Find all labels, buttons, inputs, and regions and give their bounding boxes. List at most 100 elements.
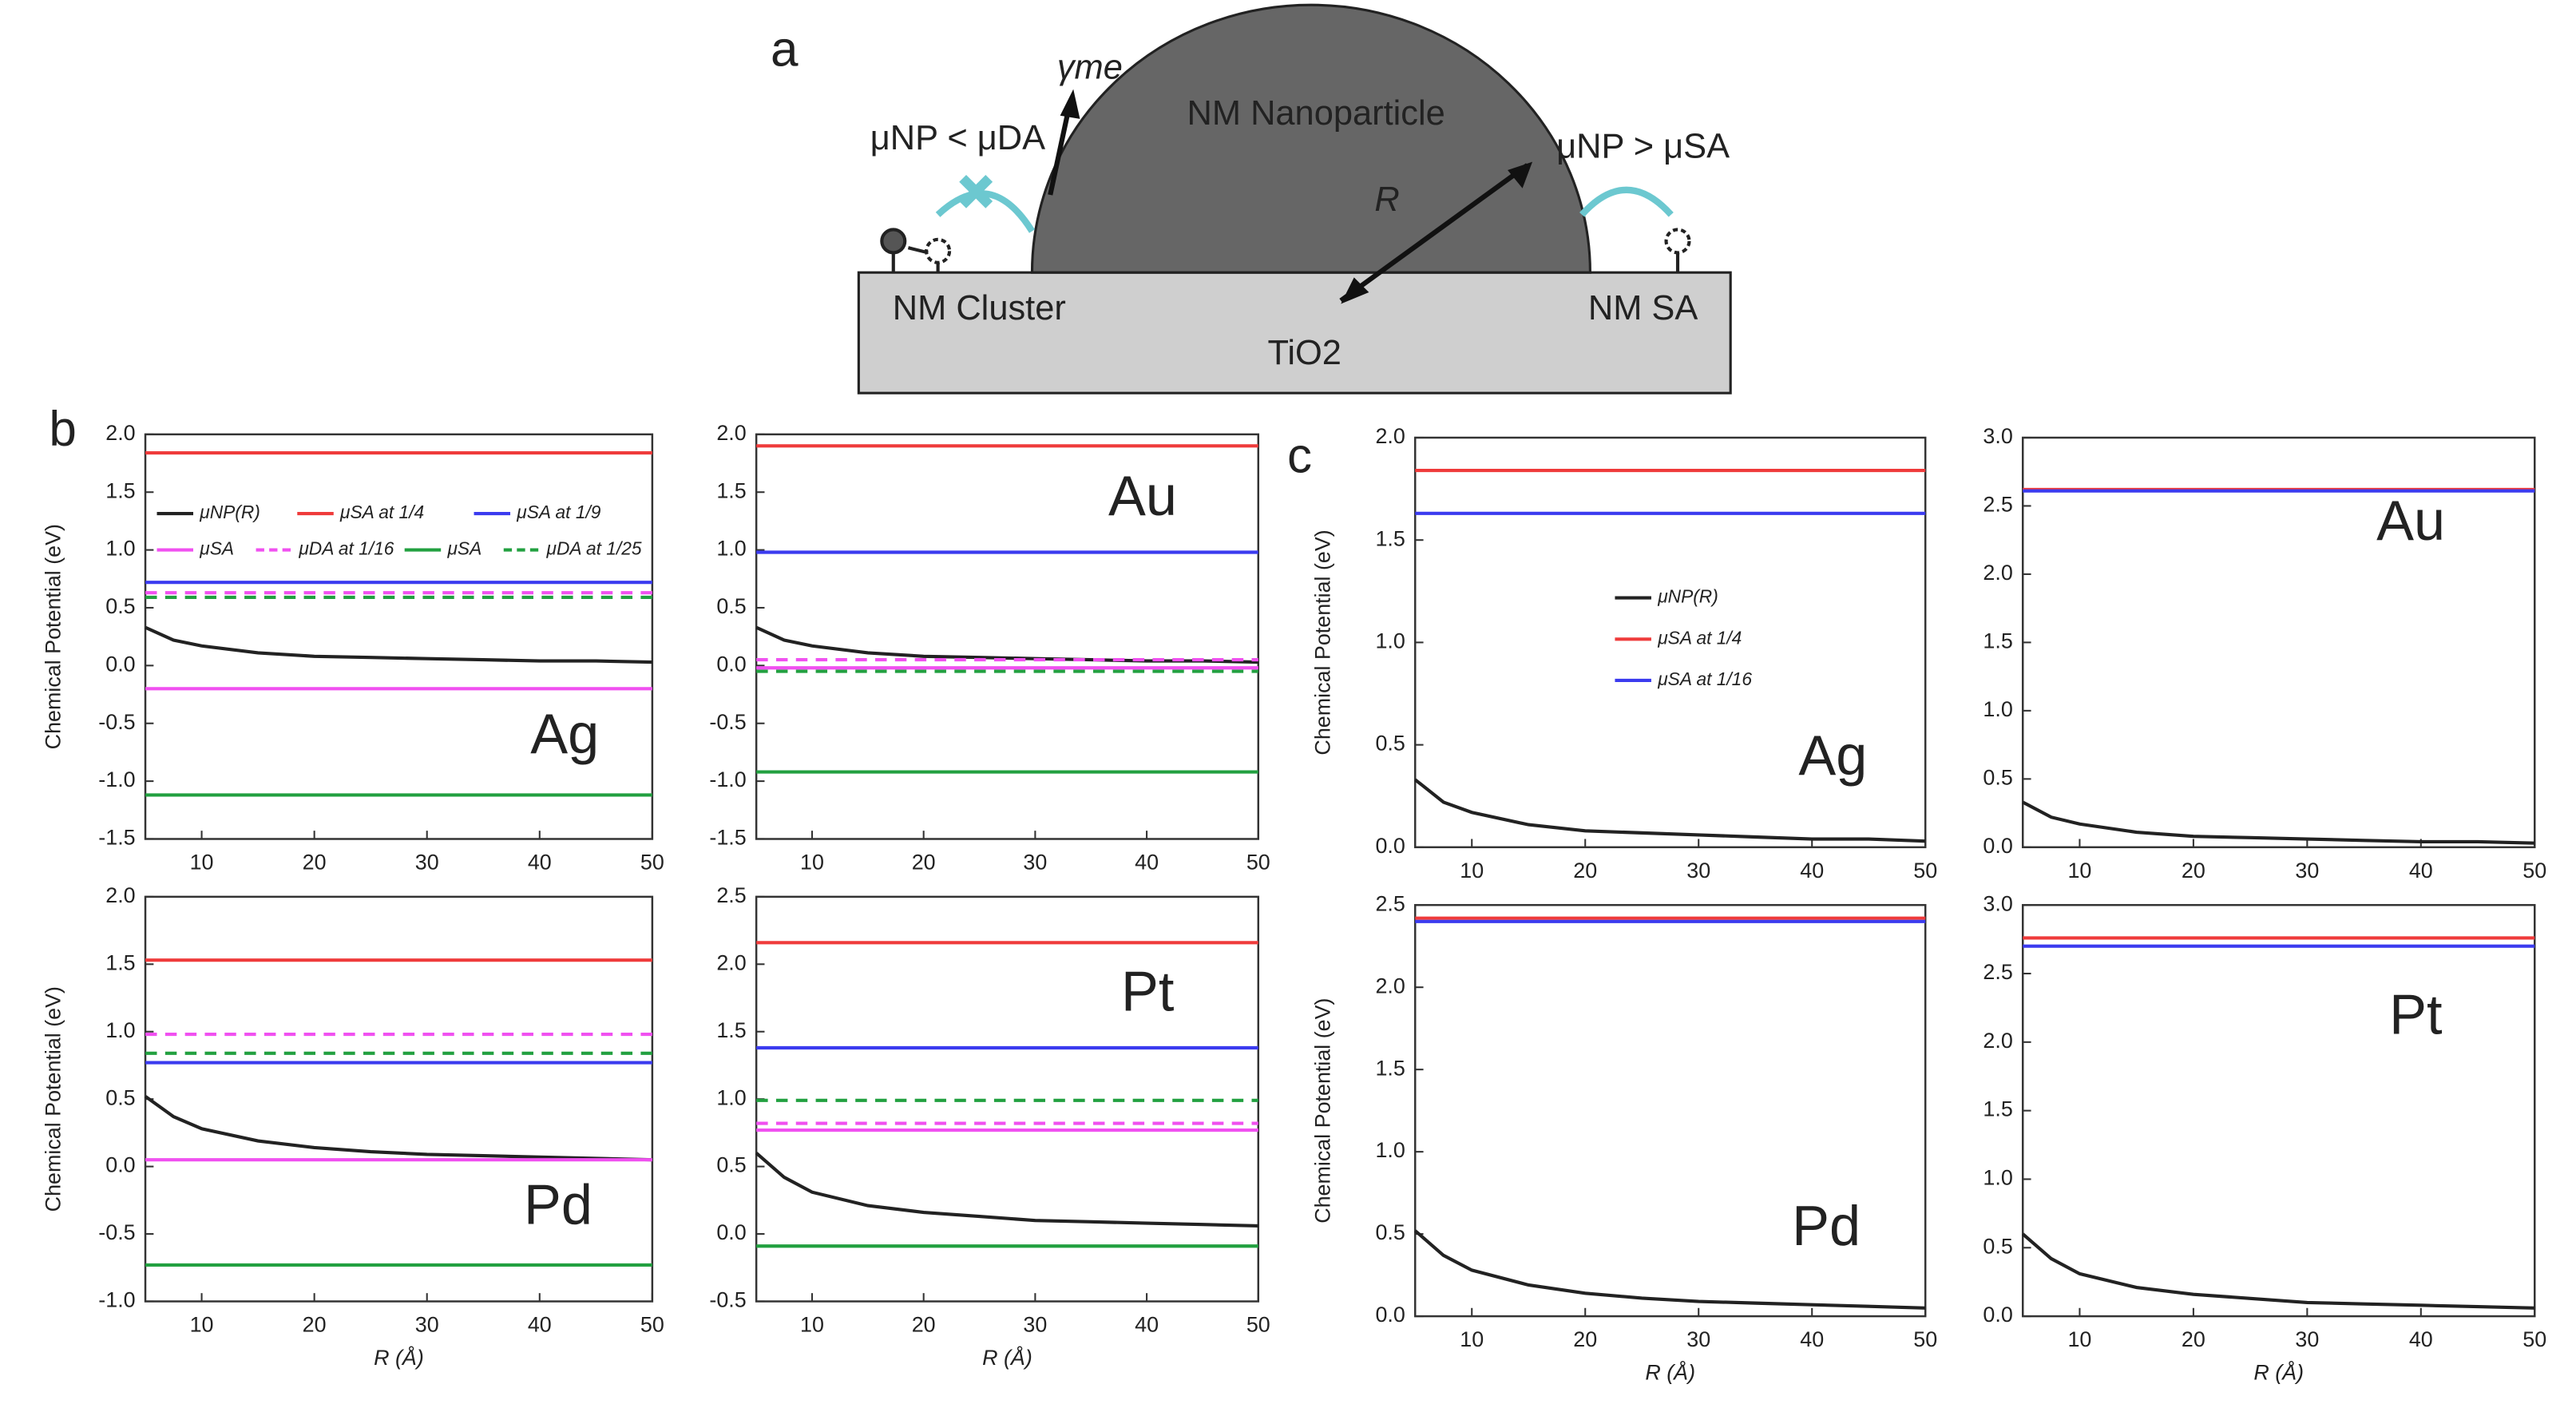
cluster-label: NM Cluster — [893, 289, 1066, 327]
diagram: NM Nanoparticle NM Cluster NM SA TiO2 R … — [857, 3, 1732, 395]
legend-label: μNP(R) — [1657, 586, 1718, 607]
x-tick-label: 40 — [1135, 851, 1159, 875]
element-label: Pt — [1121, 960, 1175, 1023]
y-tick-label: 0.5 — [716, 594, 746, 618]
y-tick-label: 3.0 — [1983, 424, 2012, 448]
x-tick-label: 20 — [1573, 859, 1597, 883]
y-tick-label: 1.5 — [1983, 1097, 2012, 1121]
y-tick-label: 0.0 — [716, 652, 746, 676]
x-tick-label: 50 — [1913, 859, 1937, 883]
y-tick-label: 1.0 — [105, 537, 135, 561]
series-line — [1413, 778, 1926, 843]
y-tick-label: -0.5 — [98, 710, 135, 734]
x-tick-label: 50 — [2522, 1327, 2546, 1351]
element-label: Pd — [524, 1172, 592, 1236]
legend-label: μDA at 1/16 — [298, 538, 394, 559]
y-tick-label: 1.5 — [1375, 1056, 1405, 1080]
x-tick-label: 10 — [2067, 859, 2091, 883]
y-tick-label: 0.0 — [716, 1220, 746, 1244]
molecules — [880, 228, 1691, 273]
blocked-arrow — [935, 190, 1035, 233]
series-line — [755, 1152, 1258, 1228]
gamma-arrow — [1048, 101, 1073, 196]
legend-label: μDA at 1/25 — [546, 538, 642, 559]
y-tick-label: 2.5 — [1983, 493, 2012, 517]
legend-label: μSA at 1/4 — [339, 502, 424, 522]
y-tick-label: -1.0 — [98, 767, 135, 791]
y-tick-label: 1.0 — [1375, 1138, 1405, 1162]
nanoparticle — [1030, 3, 1591, 274]
plot-frame — [2021, 436, 2536, 849]
y-tick-label: 1.0 — [716, 1085, 746, 1109]
right-relation: μNP > μSA — [1556, 128, 1730, 166]
x-tick-label: 30 — [2295, 859, 2319, 883]
x-tick-label: 40 — [1800, 859, 1824, 883]
y-tick-label: 0.5 — [1983, 765, 2012, 789]
arrow-heads — [1341, 161, 1533, 304]
y-tick-label: -0.5 — [709, 710, 746, 734]
x-tick-label: 10 — [1460, 1327, 1484, 1351]
y-tick-label: 1.5 — [716, 1018, 746, 1042]
x-tick-label: 30 — [2295, 1327, 2319, 1351]
y-tick-label: 2.0 — [1983, 1029, 2012, 1053]
sa-label: NM SA — [1588, 289, 1698, 327]
series-line — [2021, 1232, 2535, 1310]
y-tick-label: 2.0 — [1375, 424, 1405, 448]
x-axis-label: R (Å) — [982, 1345, 1032, 1370]
x-tick-label: 10 — [190, 851, 214, 875]
x-tick-label: 50 — [640, 1313, 664, 1337]
x-tick-label: 30 — [415, 1313, 439, 1337]
y-tick-label: 2.5 — [716, 883, 746, 907]
migration-arrow — [1579, 186, 1674, 217]
x-tick-label: 50 — [2522, 859, 2546, 883]
x-tick-label: 30 — [1686, 1327, 1710, 1351]
plot-frame — [1413, 903, 1927, 1318]
x-tick-label: 10 — [800, 1313, 824, 1337]
y-tick-label: 0.0 — [1375, 834, 1405, 858]
y-tick-label: -1.0 — [98, 1288, 135, 1312]
x-tick-label: 40 — [528, 1313, 552, 1337]
y-tick-label: -0.5 — [98, 1220, 135, 1244]
x-tick-label: 20 — [303, 1313, 327, 1337]
y-tick-label: 2.0 — [716, 950, 746, 974]
y-axis-label: Chemical Potential (eV) — [1311, 998, 1335, 1223]
x-tick-label: 20 — [303, 851, 327, 875]
y-tick-label: 0.0 — [1375, 1303, 1405, 1327]
x-axis-label: R (Å) — [374, 1345, 424, 1370]
y-axis-label: Chemical Potential (eV) — [41, 986, 65, 1212]
support — [857, 271, 1732, 395]
legend-label: μSA at 1/9 — [516, 502, 600, 522]
x-tick-label: 20 — [912, 851, 936, 875]
legend-label: μSA — [199, 538, 234, 559]
gamma-label: γme — [1057, 48, 1123, 86]
series-line — [144, 1095, 652, 1162]
plot-frame — [144, 895, 654, 1303]
x-tick-label: 10 — [1460, 859, 1484, 883]
y-axis-label: Chemical Potential (eV) — [1311, 530, 1335, 755]
x-tick-label: 40 — [1800, 1327, 1824, 1351]
element-label: Ag — [530, 702, 599, 765]
series-line — [2022, 800, 2535, 845]
y-tick-label: 2.0 — [716, 421, 746, 445]
y-tick-label: 0.0 — [105, 652, 135, 676]
y-tick-label: 2.5 — [1375, 891, 1405, 915]
y-tick-label: 0.0 — [1983, 834, 2012, 858]
cross — [959, 174, 993, 208]
y-tick-label: 2.0 — [1983, 561, 2012, 585]
x-axis-label: R (Å) — [2253, 1360, 2304, 1385]
x-tick-label: 30 — [415, 851, 439, 875]
legend-label: μSA at 1/16 — [1657, 668, 1752, 689]
element-label: Au — [2376, 489, 2445, 552]
x-tick-label: 10 — [2067, 1327, 2091, 1351]
element-label: Pd — [1792, 1194, 1861, 1257]
x-tick-label: 30 — [1023, 1313, 1047, 1337]
y-tick-label: 1.0 — [1983, 1166, 2012, 1190]
x-tick-label: 30 — [1686, 859, 1710, 883]
support-label: TiO2 — [1267, 334, 1341, 372]
plot-frame — [755, 433, 1260, 840]
y-tick-label: -1.5 — [98, 826, 135, 850]
x-tick-label: 40 — [2409, 1327, 2433, 1351]
plot-frame — [2021, 903, 2536, 1318]
y-tick-label: 0.5 — [1983, 1234, 2012, 1258]
y-tick-label: 1.0 — [716, 537, 746, 561]
